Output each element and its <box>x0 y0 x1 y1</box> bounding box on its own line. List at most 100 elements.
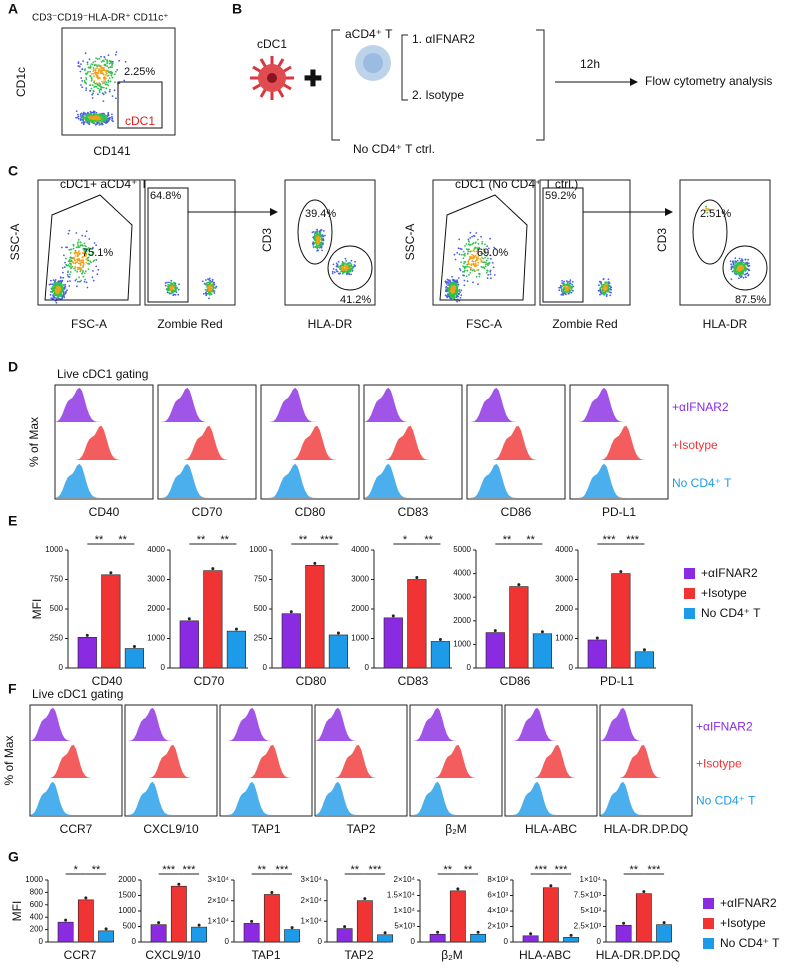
y-tick-label: 1500 <box>118 891 136 900</box>
axis-label: FSC-A <box>71 317 107 331</box>
legend-label: +αIFNAR2 <box>672 400 729 414</box>
event-dot <box>458 294 460 296</box>
event-dot <box>354 261 356 263</box>
histogram <box>220 782 312 815</box>
bar <box>151 925 166 942</box>
x-label: CCR7 <box>64 948 97 962</box>
y-tick-label: 2.5×10³ <box>574 922 602 931</box>
event-dot <box>320 230 322 232</box>
event-dot <box>564 286 566 288</box>
event-dot <box>472 263 474 265</box>
event-dot <box>466 248 468 250</box>
event-dot <box>111 73 113 75</box>
event-dot <box>572 290 574 292</box>
event-dot <box>90 65 92 67</box>
y-tick-label: 2000 <box>118 875 136 884</box>
event-dot <box>53 279 55 281</box>
event-dot <box>170 287 172 289</box>
event-dot <box>334 271 336 273</box>
event-dot <box>454 290 456 292</box>
y-tick-label: 1000 <box>45 545 63 554</box>
event-dot <box>452 287 454 289</box>
event-dot <box>472 260 474 262</box>
event-dot <box>167 290 169 292</box>
event-dot <box>74 252 76 254</box>
event-dot <box>466 270 468 272</box>
event-dot <box>93 75 95 77</box>
event-dot <box>209 286 211 288</box>
event-dot <box>599 294 601 296</box>
event-dot <box>323 239 325 241</box>
y-tick-label: 3000 <box>555 575 573 584</box>
bar <box>543 888 558 942</box>
legend-swatch <box>703 898 714 909</box>
event-dot <box>598 284 600 286</box>
event-dot <box>315 246 317 248</box>
event-dot <box>493 267 495 269</box>
event-dot <box>76 271 78 273</box>
x-label: CD80 <box>296 674 327 688</box>
bar <box>125 649 144 668</box>
axis-label: SSC-A <box>8 224 22 261</box>
event-dot <box>77 241 79 243</box>
y-tick-label: 1000 <box>118 906 136 915</box>
panel-subtitle: Live cDC1 gating <box>57 367 148 381</box>
event-dot <box>115 54 117 56</box>
sig-label: ** <box>350 864 359 876</box>
event-dot <box>109 91 111 93</box>
y-tick-label: 3×10⁴ <box>301 875 323 884</box>
bar <box>329 635 348 668</box>
event-dot <box>176 287 178 289</box>
event-dot <box>89 90 91 92</box>
event-dot <box>746 268 748 270</box>
event-dot <box>69 266 71 268</box>
event-dot <box>742 273 744 275</box>
event-dot <box>99 58 101 60</box>
event-dot <box>79 260 81 262</box>
y-tick-label: 3000 <box>351 575 369 584</box>
event-dot <box>66 265 68 267</box>
y-tick-label: 1000 <box>453 640 471 649</box>
event-dot <box>94 242 96 244</box>
event-dot <box>472 257 474 259</box>
event-dot <box>572 281 574 283</box>
bar <box>384 618 403 668</box>
event-dot <box>106 65 108 67</box>
bar <box>656 925 671 942</box>
sig-label: ** <box>299 534 308 546</box>
event-dot <box>314 234 316 236</box>
event-dot <box>65 246 67 248</box>
x-label: CD86 <box>500 674 531 688</box>
event-dot <box>450 297 452 299</box>
event-dot <box>83 261 85 263</box>
event-dot <box>740 271 742 273</box>
event-dot <box>93 67 95 69</box>
event-dot <box>456 301 458 303</box>
event-dot <box>87 118 89 120</box>
legend-swatch <box>703 938 714 949</box>
event-dot <box>608 284 610 286</box>
event-dot <box>101 71 103 73</box>
event-dot <box>735 265 737 267</box>
event-dot <box>477 259 479 261</box>
histogram <box>600 745 692 778</box>
event-dot <box>86 122 88 124</box>
cell-label: cDC1 <box>257 37 287 51</box>
y-tick-label: 1.5×10⁴ <box>387 891 416 900</box>
replicate-dot <box>211 567 214 570</box>
event-dot <box>212 279 214 281</box>
y-tick-label: 800 <box>30 888 44 897</box>
legend-label: No CD4⁺ T <box>696 793 756 807</box>
event-dot <box>461 254 463 256</box>
event-dot <box>740 273 742 275</box>
bar <box>450 891 465 942</box>
y-tick-label: 600 <box>30 900 44 909</box>
event-dot <box>342 273 344 275</box>
event-dot <box>73 248 75 250</box>
y-tick-label: 4000 <box>147 545 165 554</box>
event-dot <box>487 264 489 266</box>
event-dot <box>66 289 68 291</box>
axis-label: MFI <box>30 599 44 620</box>
event-dot <box>97 84 99 86</box>
event-dot <box>569 289 571 291</box>
